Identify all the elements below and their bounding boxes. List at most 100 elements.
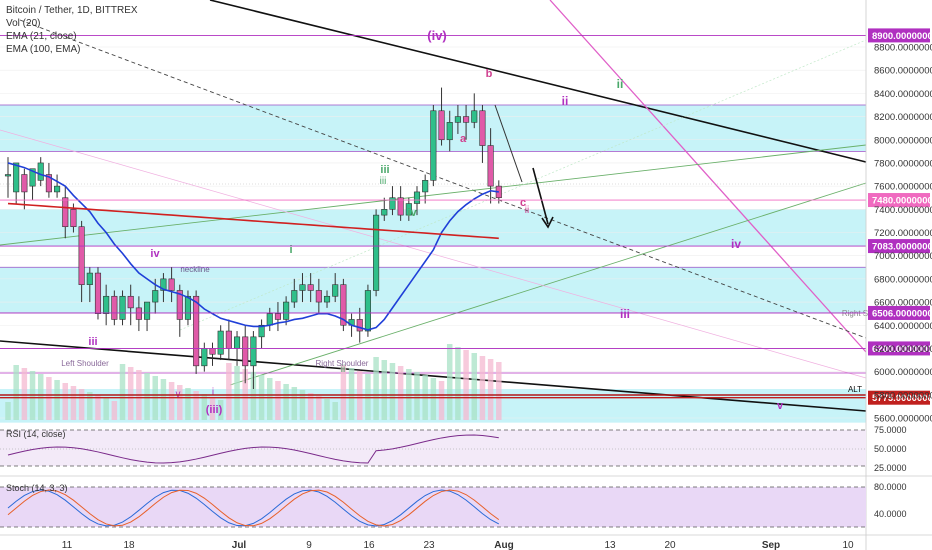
candle-body: [168, 278, 175, 291]
volume-bar: [209, 397, 216, 420]
price-levels: 8900.00000000 7480.00000000 7083.00000000 6…: [0, 28, 932, 405]
level-tag: [868, 193, 930, 208]
candle-body: [86, 272, 93, 285]
level-tag-label: 7083.00000000: [872, 242, 932, 253]
candle-body: [4, 174, 12, 177]
candle-body: [103, 295, 110, 314]
candle-body: [397, 197, 404, 216]
candle-body: [119, 295, 126, 320]
level-tag: [868, 28, 930, 43]
y-tick-label: 8000.00000000: [874, 135, 932, 146]
pink-trendline: [549, 0, 867, 353]
wave-label: iv: [407, 207, 417, 219]
volume-bar: [78, 389, 85, 420]
volume-bar: [201, 394, 208, 420]
stoch-panel: Stoch (14, 3, 3) 80.0000 40.0000: [0, 482, 907, 528]
candle-body: [283, 301, 290, 320]
wave-label: (iii): [206, 404, 223, 416]
volume-bar: [348, 368, 355, 420]
candle-body: [54, 185, 61, 193]
wave-label: b: [486, 68, 493, 80]
candle-body: [135, 307, 142, 320]
volume-bar: [144, 373, 150, 420]
wave-label: c: [520, 197, 526, 209]
wave-label: ii: [525, 205, 529, 216]
stoch-background: [0, 487, 866, 527]
level-tag: [868, 239, 930, 254]
candle-body: [291, 290, 298, 303]
volume-bar: [103, 398, 109, 420]
y-tick-label: 6400.00000000: [874, 321, 932, 332]
volume-bar: [487, 359, 494, 420]
candle-body: [21, 174, 28, 193]
y-tick-label: 6800.00000000: [874, 274, 932, 285]
candle-body: [315, 290, 322, 303]
rsi-tick: 50.0000: [874, 444, 907, 454]
level-tag: [868, 390, 930, 405]
volume-bar: [37, 374, 44, 420]
stoch-k-line: [7, 489, 500, 527]
candle-body: [389, 197, 396, 210]
rsi-tick: 25.0000: [874, 463, 907, 473]
candle-body: [471, 110, 478, 123]
candle-body: [250, 336, 257, 367]
volume-bar: [438, 381, 445, 420]
volume-bar: [397, 366, 404, 420]
candle-body: [430, 110, 437, 181]
volume-bar: [267, 378, 273, 420]
level-tag-label: 6200.00000000: [872, 344, 932, 355]
volume-bar: [54, 380, 60, 420]
candle-body: [242, 336, 249, 367]
wave-label: neckline: [180, 265, 210, 274]
volume-bar: [414, 372, 420, 420]
volume-bar: [455, 347, 461, 420]
y-tick-label: 6600.00000000: [874, 298, 932, 309]
volume-bar: [21, 368, 28, 420]
candle-body: [487, 145, 494, 187]
volume-bar: [299, 390, 306, 420]
stoch-tick: 40.0000: [874, 509, 907, 519]
level-tag-label: 6506.00000000: [872, 308, 932, 319]
volume-bar: [332, 402, 338, 420]
volume-bar: [324, 399, 330, 420]
candle-body: [111, 295, 118, 320]
y-tick-label: 8600.00000000: [874, 66, 932, 77]
volume-bar: [373, 357, 379, 420]
y-tick-label: 6200.00000000: [874, 344, 932, 355]
candle-body: [13, 162, 20, 193]
volume-bar: [463, 350, 469, 420]
candle-body: [413, 191, 421, 204]
projection-arrow-1: [494, 104, 523, 183]
candle-body: [454, 116, 461, 123]
volume-bar: [381, 360, 388, 420]
candle-body: [127, 295, 134, 309]
trendlines: [0, 0, 867, 412]
resistance-trendline: [209, 0, 867, 163]
x-tick-label: 13: [604, 540, 616, 550]
candle-body: [217, 330, 224, 355]
x-tick-label: 9: [306, 540, 312, 550]
candle-body: [144, 301, 151, 320]
wave-label: ii: [341, 364, 345, 375]
candle-body: [233, 336, 241, 349]
volume-bar: [496, 362, 502, 420]
x-tick-label: 16: [363, 540, 375, 550]
candle-body: [463, 116, 470, 123]
y-tick-label: 7400.00000000: [874, 205, 932, 216]
volume-bar: [340, 365, 347, 420]
wave-label: a: [460, 133, 467, 145]
volume-bar: [168, 382, 175, 420]
volume-bar: [127, 367, 134, 420]
candle-body: [307, 284, 314, 291]
volume-bar: [95, 395, 101, 420]
y-tick-label: 7000.00000000: [874, 251, 932, 262]
level-tag-label: 7480.00000000: [872, 196, 932, 207]
candle-body: [152, 290, 159, 303]
y-tick-label: 5800.00000000: [874, 390, 932, 401]
x-axis: 11 18 Jul 9 16 23 Aug 13 20 Sep 10: [0, 534, 932, 550]
volume-bar: [479, 356, 486, 420]
y-tick-label: 7800.00000000: [874, 158, 932, 169]
volume-bar: [160, 379, 167, 420]
